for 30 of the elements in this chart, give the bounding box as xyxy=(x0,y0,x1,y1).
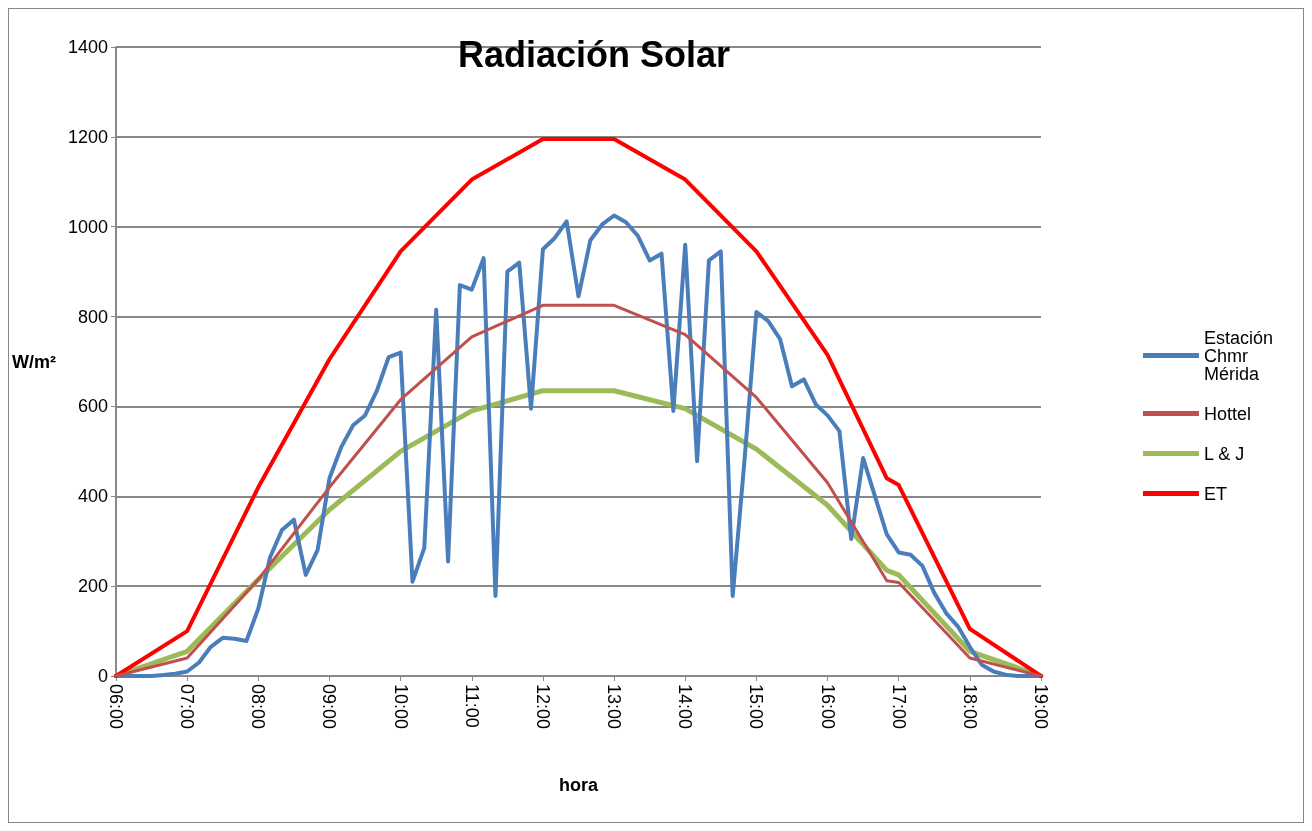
x-tick-label: 19:00 xyxy=(1031,684,1051,730)
y-tick-label: 200 xyxy=(77,576,108,597)
y-tick-label: 800 xyxy=(77,306,108,327)
y-tick-label: 400 xyxy=(77,486,108,507)
y-tick-label: 1000 xyxy=(67,216,108,237)
legend-label: Estación Chmr Mérida xyxy=(1203,327,1279,384)
x-axis-title: hora xyxy=(558,775,599,795)
x-tick-label: 15:00 xyxy=(746,684,767,730)
x-tick-label: 16:00 xyxy=(817,684,838,730)
line-series xyxy=(114,303,1043,678)
chart-title: Radiación Solar xyxy=(457,33,731,75)
x-tick-label: 17:00 xyxy=(888,684,909,730)
x-tick-label: 07:00 xyxy=(177,684,198,730)
legend-label: ET xyxy=(1203,483,1227,504)
x-tick-label: 09:00 xyxy=(319,684,340,730)
x-tick-label: 06:00 xyxy=(105,684,126,730)
legend-label: L & J xyxy=(1203,443,1245,464)
y-axis-title: W/m² xyxy=(11,351,56,372)
y-tick-label: 1400 xyxy=(67,37,108,57)
x-tick-label: 10:00 xyxy=(390,684,411,730)
y-tick-label: 1200 xyxy=(67,126,108,147)
x-tick-label: 08:00 xyxy=(248,684,269,730)
x-tick-label: 13:00 xyxy=(604,684,625,730)
y-tick-label: 0 xyxy=(97,666,108,686)
legend-label: Hottel xyxy=(1203,403,1251,424)
y-tick-label: 600 xyxy=(77,396,108,417)
x-tick-label: 14:00 xyxy=(675,684,696,730)
x-tick-label: 12:00 xyxy=(532,684,553,730)
x-tick-label: 11:00 xyxy=(461,684,482,728)
x-tick-label: 18:00 xyxy=(959,684,980,730)
